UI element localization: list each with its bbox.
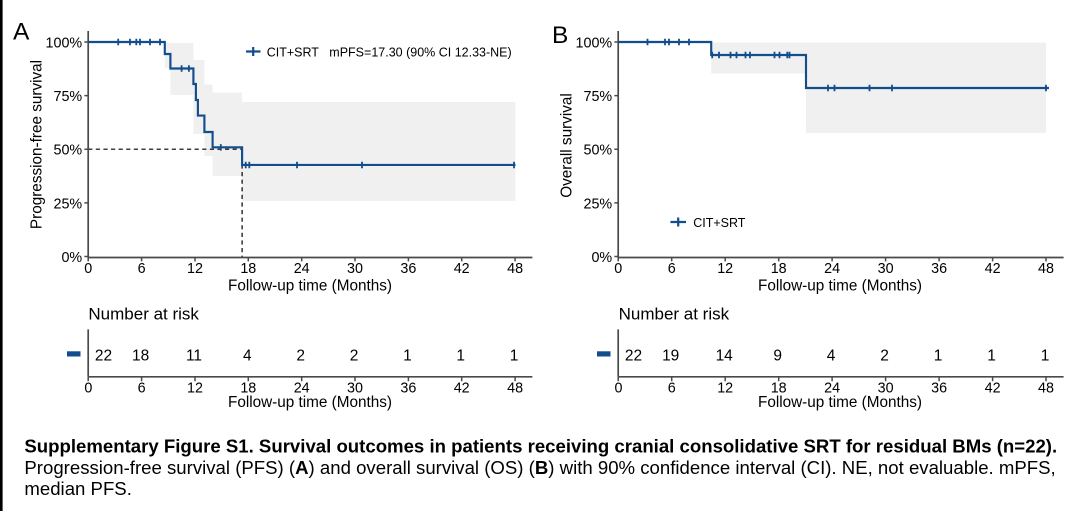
svg-text:50%: 50%: [53, 143, 82, 159]
svg-text:0: 0: [84, 261, 92, 277]
svg-text:Follow-up time (Months): Follow-up time (Months): [758, 277, 922, 294]
svg-text:1: 1: [456, 348, 465, 365]
svg-text:4: 4: [243, 348, 252, 365]
svg-text:19: 19: [662, 348, 679, 365]
svg-text:75%: 75%: [53, 89, 82, 105]
svg-text:1: 1: [510, 348, 519, 365]
svg-text:1: 1: [934, 348, 943, 365]
svg-text:Follow-up time (Months): Follow-up time (Months): [228, 277, 392, 294]
svg-text:22: 22: [625, 348, 642, 365]
svg-text:Supplementary Figure S1. Survi: Supplementary Figure S1. Survival outcom…: [24, 435, 1057, 456]
svg-text:42: 42: [985, 261, 1001, 277]
svg-text:48: 48: [1038, 380, 1054, 396]
svg-text:1: 1: [987, 348, 996, 365]
svg-text:6: 6: [668, 380, 676, 396]
svg-text:Follow-up time (Months): Follow-up time (Months): [758, 394, 922, 411]
svg-text:0: 0: [614, 261, 622, 277]
svg-text:42: 42: [454, 380, 470, 396]
svg-text:24: 24: [294, 261, 310, 277]
svg-text:50%: 50%: [583, 143, 612, 159]
svg-text:12: 12: [187, 380, 203, 396]
svg-text:Follow-up time (Months): Follow-up time (Months): [228, 394, 392, 411]
svg-text:B: B: [552, 22, 568, 49]
svg-text:18: 18: [771, 261, 787, 277]
svg-text:48: 48: [1038, 261, 1054, 277]
svg-text:4: 4: [827, 348, 836, 365]
svg-text:24: 24: [824, 261, 840, 277]
svg-text:48: 48: [507, 261, 523, 277]
svg-text:median PFS.: median PFS.: [24, 478, 131, 499]
svg-text:Number at risk: Number at risk: [88, 305, 199, 324]
svg-text:A: A: [13, 19, 30, 46]
svg-text:0: 0: [84, 380, 92, 396]
svg-text:18: 18: [771, 380, 787, 396]
svg-text:30: 30: [878, 261, 894, 277]
svg-text:100%: 100%: [46, 35, 83, 51]
svg-text:1: 1: [1041, 348, 1050, 365]
svg-text:30: 30: [347, 261, 363, 277]
svg-text:2: 2: [350, 348, 359, 365]
svg-text:18: 18: [240, 261, 256, 277]
svg-text:25%: 25%: [53, 196, 82, 212]
svg-text:Progression-free survival (PFS: Progression-free survival (PFS) (A) and …: [24, 457, 1055, 478]
svg-text:Overall survival: Overall survival: [559, 93, 576, 198]
svg-text:12: 12: [717, 261, 733, 277]
svg-text:6: 6: [668, 261, 676, 277]
svg-text:2: 2: [296, 348, 305, 365]
svg-text:75%: 75%: [583, 89, 612, 105]
svg-text:9: 9: [773, 348, 782, 365]
svg-text:100%: 100%: [576, 35, 613, 51]
svg-text:24: 24: [824, 380, 840, 396]
svg-text:1: 1: [403, 348, 412, 365]
svg-text:36: 36: [400, 261, 416, 277]
svg-text:42: 42: [985, 380, 1001, 396]
svg-text:0%: 0%: [61, 250, 82, 266]
svg-text:36: 36: [931, 380, 947, 396]
svg-text:Progression-free survival: Progression-free survival: [28, 60, 45, 229]
svg-text:48: 48: [507, 380, 523, 396]
svg-text:6: 6: [138, 261, 146, 277]
svg-text:0: 0: [615, 380, 623, 396]
svg-text:30: 30: [878, 380, 894, 396]
svg-text:CIT+SRT: CIT+SRT: [267, 46, 320, 60]
svg-text:30: 30: [347, 380, 363, 396]
svg-text:CIT+SRT: CIT+SRT: [693, 216, 746, 230]
svg-text:18: 18: [132, 348, 149, 365]
svg-text:14: 14: [716, 348, 734, 365]
svg-text:24: 24: [294, 380, 310, 396]
svg-text:18: 18: [240, 380, 256, 396]
svg-text:Number at risk: Number at risk: [619, 305, 730, 324]
svg-text:12: 12: [717, 380, 733, 396]
svg-text:36: 36: [400, 380, 416, 396]
svg-text:11: 11: [186, 348, 202, 365]
svg-text:36: 36: [931, 261, 947, 277]
svg-text:6: 6: [138, 380, 146, 396]
svg-text:25%: 25%: [583, 196, 612, 212]
svg-text:2: 2: [880, 348, 889, 365]
svg-text:mPFS=17.30 (90% CI 12.33-NE): mPFS=17.30 (90% CI 12.33-NE): [329, 46, 511, 60]
svg-text:22: 22: [95, 348, 112, 365]
svg-text:0%: 0%: [591, 250, 612, 266]
svg-text:42: 42: [454, 261, 470, 277]
svg-text:12: 12: [187, 261, 203, 277]
